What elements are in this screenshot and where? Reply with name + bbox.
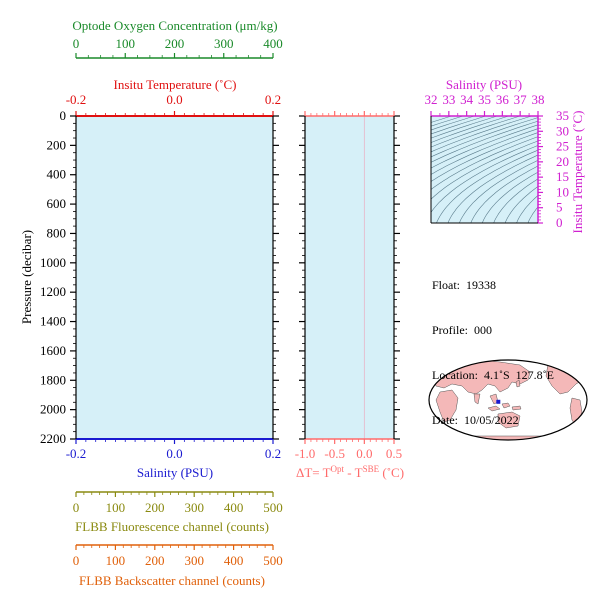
pressure-axis-label: Pressure (decibar) bbox=[19, 230, 34, 324]
ts-temperature-tick-label: 35 bbox=[556, 108, 569, 123]
pressure-tick-label: 1000 bbox=[40, 255, 66, 270]
fluorescence-tick-label: 100 bbox=[106, 500, 126, 515]
fluorescence-axis: 0 100 200 300 400 500 FLBB Fluorescence chann… bbox=[73, 492, 283, 534]
delta-t-label-part-3: (˚C) bbox=[379, 465, 404, 480]
ts-salinity-tick-label: 38 bbox=[532, 92, 545, 107]
ts-temperature-tick-label: 25 bbox=[556, 139, 569, 154]
ts-temperature-tick-label: 0 bbox=[556, 215, 563, 230]
backscatter-tick-label: 400 bbox=[224, 553, 244, 568]
ts-temperature-tick-label: 10 bbox=[556, 184, 569, 199]
fluorescence-axis-label: FLBB Fluorescence channel (counts) bbox=[75, 519, 269, 534]
fluorescence-tick-label: 300 bbox=[184, 500, 204, 515]
ts-temperature-tick-label: 30 bbox=[556, 123, 569, 138]
temperature-axis: Insitu Temperature (˚C) -0.2 0.0 0.2 bbox=[66, 77, 281, 116]
delta-t-tick-label: -1.0 bbox=[295, 446, 316, 461]
ts-temperature-tick-label: 20 bbox=[556, 154, 569, 169]
oxygen-tick-label: 200 bbox=[165, 36, 185, 51]
delta-t-tick-label: 0.0 bbox=[356, 446, 372, 461]
delta-t-label-part-1: ΔT= T bbox=[296, 465, 331, 480]
temperature-tick-label: -0.2 bbox=[66, 92, 87, 107]
pressure-tick-label: 200 bbox=[47, 137, 67, 152]
backscatter-tick-label: 100 bbox=[106, 553, 126, 568]
profile-number: Profile: 000 bbox=[432, 323, 554, 338]
pressure-tick-label: 1800 bbox=[40, 372, 66, 387]
pressure-tick-label: 2000 bbox=[40, 402, 66, 417]
pressure-tick-label: 1600 bbox=[40, 343, 66, 358]
delta-t-plot-area bbox=[305, 116, 394, 439]
delta-t-tick-label: -0.5 bbox=[324, 446, 345, 461]
temperature-tick-label: 0.0 bbox=[166, 92, 182, 107]
oxygen-axis: Optode Oxygen Concentration (μm/kg) 0 100… bbox=[72, 18, 282, 58]
delta-t-panel: -1.0 -0.5 0.0 0.5 ΔT= TOpt - TSBE (˚C) bbox=[295, 111, 404, 480]
oxygen-tick-label: 100 bbox=[116, 36, 136, 51]
delta-t-label-part-2: - T bbox=[344, 465, 363, 480]
ts-salinity-tick-label: 32 bbox=[425, 92, 438, 107]
profile-plot-area bbox=[76, 116, 273, 439]
ts-temperature-tick-label: 15 bbox=[556, 169, 569, 184]
float-info: Float: 19338 Profile: 000 Location: 4.1˚… bbox=[432, 248, 554, 443]
salinity-axis-label: Salinity (PSU) bbox=[137, 465, 213, 480]
delta-t-tick-label: 0.5 bbox=[386, 446, 402, 461]
backscatter-tick-label: 200 bbox=[145, 553, 165, 568]
temperature-tick-label: 0.2 bbox=[265, 92, 281, 107]
backscatter-axis-label: FLBB Backscatter channel (counts) bbox=[79, 573, 265, 588]
pressure-tick-label: 400 bbox=[47, 167, 67, 182]
salinity-tick-label: 0.2 bbox=[265, 446, 281, 461]
ts-salinity-tick-label: 34 bbox=[460, 92, 474, 107]
pressure-tick-label: 1200 bbox=[40, 284, 66, 299]
salinity-tick-label: -0.2 bbox=[66, 446, 87, 461]
pressure-tick-label: 600 bbox=[47, 196, 67, 211]
backscatter-tick-label: 500 bbox=[263, 553, 283, 568]
pressure-tick-label: 2200 bbox=[40, 431, 66, 446]
ts-salinity-tick-label: 35 bbox=[478, 92, 491, 107]
delta-t-axis-label: ΔT= TOpt - TSBE (˚C) bbox=[296, 464, 404, 480]
ts-temperature-axis-label: Insitu Temperature (˚C) bbox=[570, 110, 585, 233]
oxygen-axis-label: Optode Oxygen Concentration (μm/kg) bbox=[72, 18, 277, 33]
pressure-tick-label: 0 bbox=[60, 108, 67, 123]
oxygen-tick-label: 300 bbox=[214, 36, 234, 51]
oxygen-tick-label: 400 bbox=[263, 36, 283, 51]
delta-t-label-sup-2: SBE bbox=[363, 464, 380, 474]
fluorescence-tick-label: 500 bbox=[263, 500, 283, 515]
ts-temperature-tick-label: 5 bbox=[556, 200, 563, 215]
fluorescence-tick-label: 400 bbox=[224, 500, 244, 515]
oxygen-tick-label: 0 bbox=[73, 36, 80, 51]
pressure-tick-label: 800 bbox=[47, 225, 67, 240]
salinity-tick-label: 0.0 bbox=[166, 446, 182, 461]
delta-t-label-sup-1: Opt bbox=[331, 464, 345, 474]
fluorescence-tick-label: 200 bbox=[145, 500, 165, 515]
temperature-axis-label: Insitu Temperature (˚C) bbox=[113, 77, 236, 92]
ts-salinity-axis-label: Salinity (PSU) bbox=[446, 77, 522, 92]
ts-plot-area bbox=[431, 116, 538, 223]
fluorescence-tick-label: 0 bbox=[73, 500, 80, 515]
salinity-axis: -0.2 0.0 0.2 Salinity (PSU) bbox=[66, 439, 281, 480]
profile-date: Date: 10/05/2022 bbox=[432, 413, 554, 428]
float-id: Float: 19338 bbox=[432, 278, 554, 293]
float-location: Location: 4.1˚S 127.8˚E bbox=[432, 368, 554, 383]
pressure-tick-label: 1400 bbox=[40, 314, 66, 329]
backscatter-axis: 0 100 200 300 400 500 FLBB Backscatter channe… bbox=[73, 545, 283, 588]
ts-salinity-tick-label: 36 bbox=[496, 92, 510, 107]
ts-salinity-tick-label: 33 bbox=[442, 92, 455, 107]
backscatter-tick-label: 0 bbox=[73, 553, 80, 568]
ts-salinity-tick-label: 37 bbox=[514, 92, 528, 107]
backscatter-tick-label: 300 bbox=[184, 553, 204, 568]
